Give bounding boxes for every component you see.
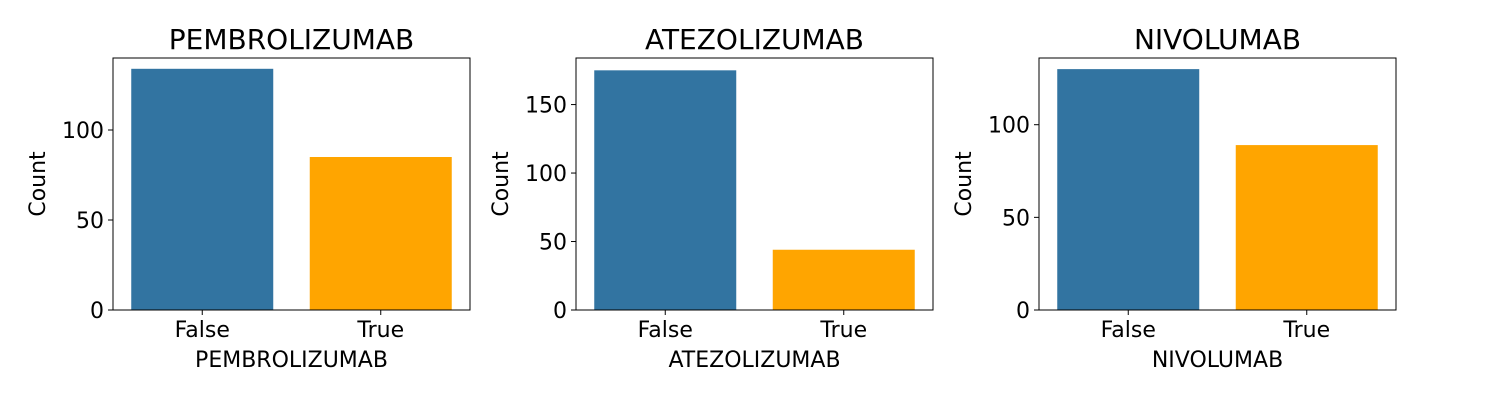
- y-axis-label: Count: [489, 151, 514, 217]
- chart-panel-atezolizumab: ATEZOLIZUMAB ATEZOLIZUMAB Count False Tru…: [489, 23, 934, 373]
- y-axis-label: Count: [952, 151, 977, 217]
- bar-true: [772, 249, 915, 310]
- y-tick-label: 0: [1016, 299, 1030, 324]
- axes-frame: [575, 57, 934, 311]
- y-tick-label: 100: [62, 119, 104, 144]
- y-tick-label: 150: [525, 94, 567, 119]
- y-axis-label: Count: [26, 151, 51, 217]
- x-tick-label: False: [638, 318, 693, 343]
- x-axis-label: ATEZOLIZUMAB: [668, 348, 840, 373]
- y-tick-label: 100: [525, 162, 567, 187]
- x-tick-label: True: [819, 318, 867, 343]
- y-tick-label: 50: [76, 209, 104, 234]
- y-tick-label: 0: [553, 299, 567, 324]
- x-axis-label: PEMBROLIZUMAB: [195, 348, 388, 373]
- chart-panel-pembrolizumab: PEMBROLIZUMAB PEMBROLIZUMAB Count False T…: [26, 23, 471, 373]
- bar-false: [594, 70, 737, 311]
- bar-false: [1057, 69, 1200, 310]
- y-tick-label: 50: [539, 231, 567, 256]
- chart-title: NIVOLUMAB: [1134, 23, 1301, 56]
- x-tick-label: True: [1282, 318, 1330, 343]
- chart-panel-nivolumab: NIVOLUMAB NIVOLUMAB Count False True 0 50 10…: [952, 23, 1397, 373]
- x-tick-label: False: [175, 318, 230, 343]
- bar-true: [1235, 145, 1378, 310]
- chart-title: PEMBROLIZUMAB: [169, 23, 415, 56]
- axes-frame: [1038, 57, 1397, 311]
- y-tick-label: 0: [90, 299, 104, 324]
- x-tick-label: False: [1101, 318, 1156, 343]
- axes-frame: [112, 57, 471, 311]
- chart-title: ATEZOLIZUMAB: [645, 23, 864, 56]
- y-tick-label: 100: [988, 114, 1030, 139]
- bar-true: [309, 157, 452, 310]
- bar-false: [131, 68, 274, 310]
- x-axis-label: NIVOLUMAB: [1152, 348, 1283, 373]
- y-tick-label: 50: [1002, 206, 1030, 231]
- x-tick-label: True: [356, 318, 404, 343]
